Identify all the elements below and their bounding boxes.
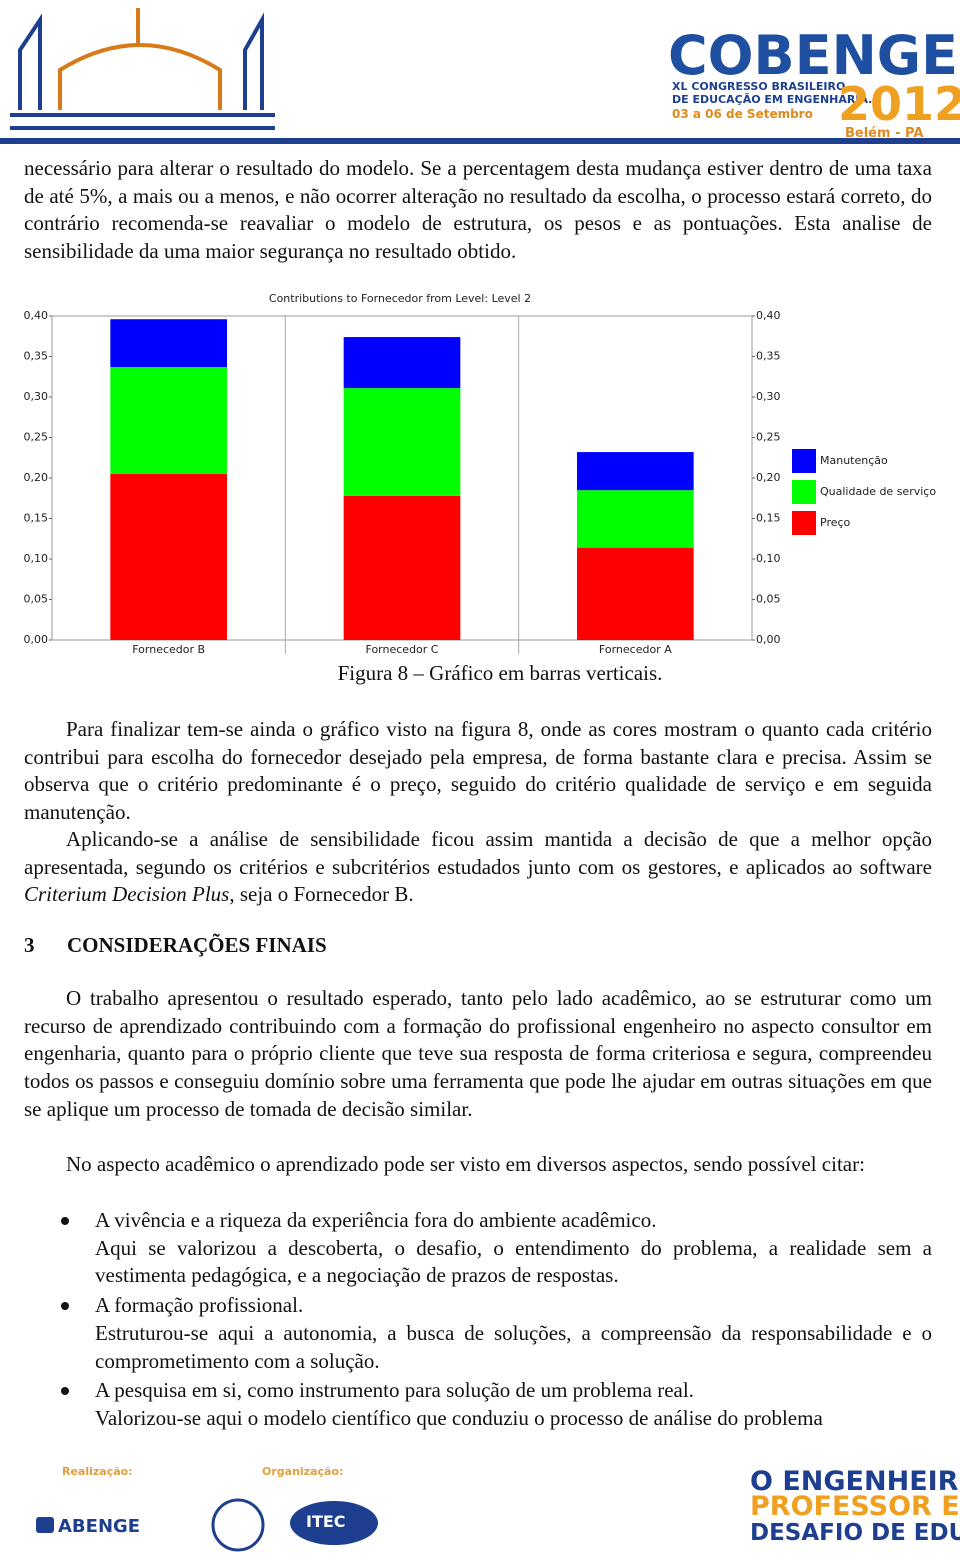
y-tick-label: 0,00 — [24, 633, 49, 646]
bar-segment — [110, 367, 227, 474]
itec-logo-bg — [290, 1501, 378, 1545]
slogan: PROFESSOR E O — [750, 1491, 960, 1522]
x-tick-label: Fornecedor C — [366, 643, 439, 656]
footer: Realização: Organização: ABENGE ITEC O E… — [36, 1465, 960, 1552]
footer-label: Organização: — [262, 1465, 343, 1478]
bullet-item: A pesquisa em si, como instrumento para … — [95, 1378, 694, 1403]
caption: Figura 8 – Gráfico em barras verticais. — [337, 661, 663, 685]
y-tick-label: 0,40 — [24, 309, 49, 322]
bullet: A vivência e a riqueza da experiência fo… — [24, 1207, 932, 1290]
y-tick-label: 0,20 — [24, 471, 49, 484]
slogan: O ENGENHEIRO — [750, 1466, 960, 1497]
y2-tick-label: 0,40 — [756, 309, 781, 322]
header-rule — [0, 138, 960, 144]
paragraph: Para finalizar tem-se ainda o gráfico vi… — [24, 717, 932, 825]
legend-swatch — [792, 480, 816, 504]
footer-label: Realização: — [62, 1465, 133, 1478]
bullet-item: A vivência e a riqueza da experiência fo… — [95, 1208, 657, 1232]
legend-label: Manutenção — [820, 454, 888, 467]
y2-tick-label: 0,30 — [756, 390, 781, 403]
congress: DE EDUCAÇÃO EM ENGENHARIA. — [672, 93, 872, 106]
y2-tick-label: 0,25 — [756, 431, 781, 444]
paragraph: O trabalho apresentou o resultado espera… — [24, 986, 932, 1121]
bullet-detail: Valorizou-se aqui o modelo científico qu… — [95, 1405, 823, 1430]
place: Belém - PA — [845, 126, 923, 141]
congress: XL CONGRESSO BRASILEIRO — [672, 80, 845, 93]
bar-segment — [343, 388, 461, 496]
y2-tick-label: 0,05 — [756, 593, 781, 606]
y-tick-label: 0,35 — [24, 350, 49, 363]
bar-segment — [577, 452, 694, 491]
section-title: CONSIDERAÇÕES FINAIS — [67, 933, 327, 957]
y-tick-label: 0,25 — [24, 431, 49, 444]
y-tick-label: 0,05 — [24, 593, 49, 606]
y-tick-label: 0,15 — [24, 512, 49, 525]
itec-logo: ITEC — [306, 1512, 346, 1531]
bar-segment — [343, 495, 461, 640]
bar-segment — [110, 473, 227, 640]
software-name: Criterium Decision Plus — [24, 882, 230, 907]
slogan: DESAFIO DE EDUCAR — [750, 1520, 960, 1546]
legend-swatch — [792, 449, 816, 473]
chart: Contributions to Fornecedor from Level: … — [24, 292, 937, 656]
brand: COBENGE — [668, 24, 958, 87]
y2-tick-label: 0,20 — [756, 471, 781, 484]
abenge-logo: ABENGE — [58, 1516, 140, 1537]
chart-title: Contributions to Fornecedor from Level: … — [269, 292, 531, 305]
section-number: 3 — [24, 933, 35, 957]
year: 2012 — [838, 77, 960, 131]
text: , seja o Fornecedor B. — [229, 882, 414, 907]
bar-segment — [577, 547, 694, 640]
section-heading: 3 CONSIDERAÇÕES FINAIS — [24, 932, 932, 960]
legend-swatch — [792, 511, 816, 535]
y-tick-label: 0,30 — [24, 390, 49, 403]
y2-tick-label: 0,15 — [756, 512, 781, 525]
header: COBENGE XL CONGRESSO BRASILEIRO DE EDUCA… — [0, 8, 960, 144]
y-tick-label: 0,10 — [24, 552, 49, 565]
legend-label: Preço — [820, 516, 851, 529]
text: Aplicando-se a análise de sensibilidade … — [24, 827, 932, 879]
dates: 03 a 06 de Setembro — [672, 107, 813, 121]
legend-label: Qualidade de serviço — [820, 485, 936, 498]
y2-tick-label: 0,10 — [756, 552, 781, 565]
bullet-detail: Aqui se valorizou a descoberta, o desafi… — [95, 1235, 932, 1288]
x-tick-label: Fornecedor B — [132, 643, 205, 656]
bullet: A pesquisa em si, como instrumento para … — [24, 1377, 932, 1432]
abenge-icon — [36, 1517, 54, 1533]
x-tick-label: Fornecedor A — [599, 643, 672, 656]
bar-segment — [577, 490, 694, 548]
bullet-list: A vivência e a riqueza da experiência fo… — [24, 1207, 932, 1435]
bar-segment — [110, 319, 227, 368]
ufpa-seal — [211, 1498, 265, 1552]
bullet: A formação profissional. Estruturou-se aq… — [24, 1292, 932, 1375]
bullet-item: A formação profissional. — [95, 1293, 304, 1318]
bullet-detail: Estruturou-se aqui a autonomia, a busca … — [95, 1320, 932, 1373]
building-logo — [10, 8, 275, 130]
y2-tick-label: 0,35 — [756, 350, 781, 363]
bar-segment — [343, 337, 461, 389]
paragraph: No aspecto acadêmico o aprendizado pode … — [66, 1152, 865, 1176]
paragraph: Aplicando-se a análise de sensibilidade … — [24, 826, 932, 909]
paragraph: necessário para alterar o resultado do m… — [24, 156, 932, 264]
y2-tick-label: 0,00 — [756, 633, 781, 646]
